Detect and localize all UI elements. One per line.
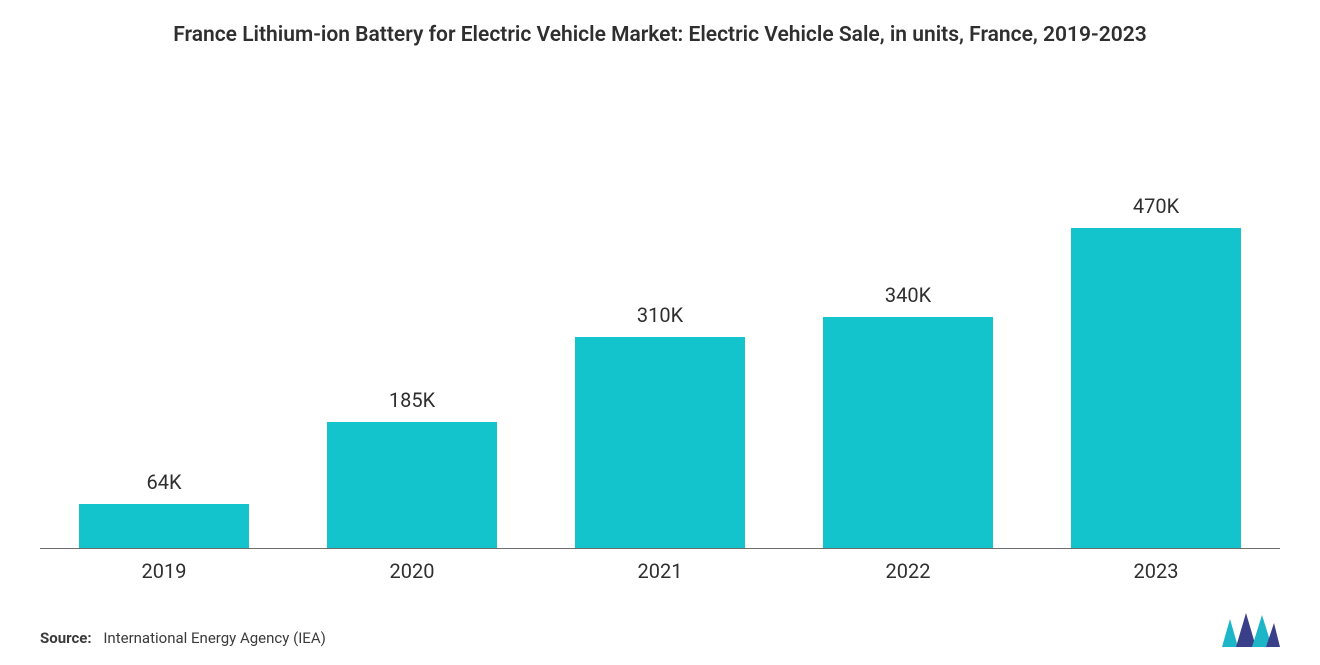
bar-value-label: 64K [146, 470, 181, 494]
x-axis: 2019 2020 2021 2022 2023 [40, 559, 1280, 603]
x-axis-label: 2021 [560, 559, 760, 583]
bar-group: 470K [1056, 194, 1256, 548]
bar-value-label: 470K [1133, 194, 1179, 218]
source-text: International Energy Agency (IEA) [103, 629, 325, 647]
chart-title: France Lithium-ion Battery for Electric … [30, 20, 1290, 60]
bar [327, 422, 497, 548]
bar [79, 504, 249, 548]
chart-footer: Source: International Energy Agency (IEA… [30, 613, 1290, 647]
bar [1071, 228, 1241, 548]
bar-value-label: 310K [637, 303, 683, 327]
x-axis-label: 2022 [808, 559, 1008, 583]
x-axis-label: 2023 [1056, 559, 1256, 583]
bar-value-label: 340K [885, 283, 931, 307]
chart-container: France Lithium-ion Battery for Electric … [0, 0, 1320, 665]
bar [575, 337, 745, 548]
x-axis-label: 2019 [64, 559, 264, 583]
x-axis-label: 2020 [312, 559, 512, 583]
source-line: Source: International Energy Agency (IEA… [40, 629, 326, 647]
brand-logo-icon [1222, 613, 1280, 647]
bar-group: 64K [64, 470, 264, 548]
bar-group: 310K [560, 303, 760, 548]
bar-group: 185K [312, 388, 512, 548]
bar-group: 340K [808, 283, 1008, 548]
bars-row: 64K 185K 310K 340K 470K [40, 90, 1280, 548]
bar-value-label: 185K [389, 388, 435, 412]
bar [823, 317, 993, 548]
source-label: Source: [40, 629, 92, 647]
chart-plot-area: 64K 185K 310K 340K 470K [40, 90, 1280, 549]
